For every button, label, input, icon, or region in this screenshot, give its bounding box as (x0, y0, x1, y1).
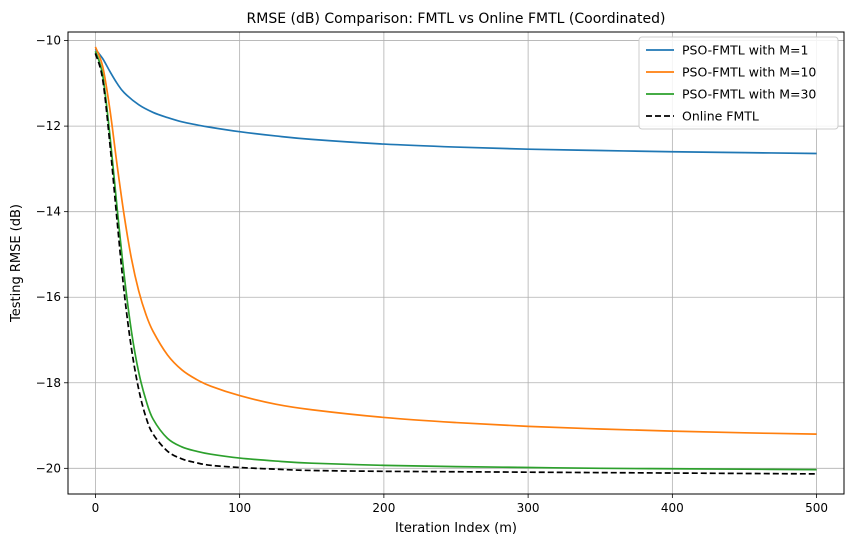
y-tick-label: −12 (36, 119, 61, 133)
x-axis-ticks: 0 100 200 300 400 500 (92, 494, 828, 515)
series-line-2 (94, 46, 817, 435)
legend-entries: PSO-FMTL with M=1 PSO-FMTL with M=10 PSO-F… (646, 43, 816, 124)
x-tick-label: 100 (228, 501, 251, 515)
y-tick-label: −20 (36, 461, 61, 475)
x-tick-label: 400 (661, 501, 684, 515)
x-tick-label: 300 (517, 501, 540, 515)
y-axis-label: Testing RMSE (dB) (9, 204, 24, 323)
series-line-4 (94, 53, 817, 475)
series-line-1 (94, 48, 817, 155)
x-tick-label: 200 (372, 501, 395, 515)
legend-label: PSO-FMTL with M=10 (682, 65, 816, 80)
y-axis-ticks: −10 −12 −14 −16 −18 −20 (36, 34, 68, 475)
legend-label: PSO-FMTL with M=30 (682, 87, 816, 102)
x-axis-label: Iteration Index (m) (395, 521, 517, 536)
legend-label: PSO-FMTL with M=1 (682, 43, 808, 58)
legend: PSO-FMTL with M=1 PSO-FMTL with M=10 PSO-F… (638, 36, 839, 130)
legend-label: Online FMTL (682, 109, 759, 124)
series-lines (94, 46, 817, 475)
x-tick-label: 0 (92, 501, 100, 515)
plot-area-frame (67, 31, 845, 495)
y-tick-label: −10 (36, 34, 61, 48)
y-tick-label: −18 (36, 376, 61, 390)
y-tick-label: −14 (36, 205, 61, 219)
legend-box (638, 36, 839, 130)
y-tick-label: −16 (36, 290, 61, 304)
series-line-3 (94, 50, 817, 471)
x-tick-label: 500 (805, 501, 828, 515)
chart-title: RMSE (dB) Comparison: FMTL vs Online FMT… (247, 11, 666, 27)
